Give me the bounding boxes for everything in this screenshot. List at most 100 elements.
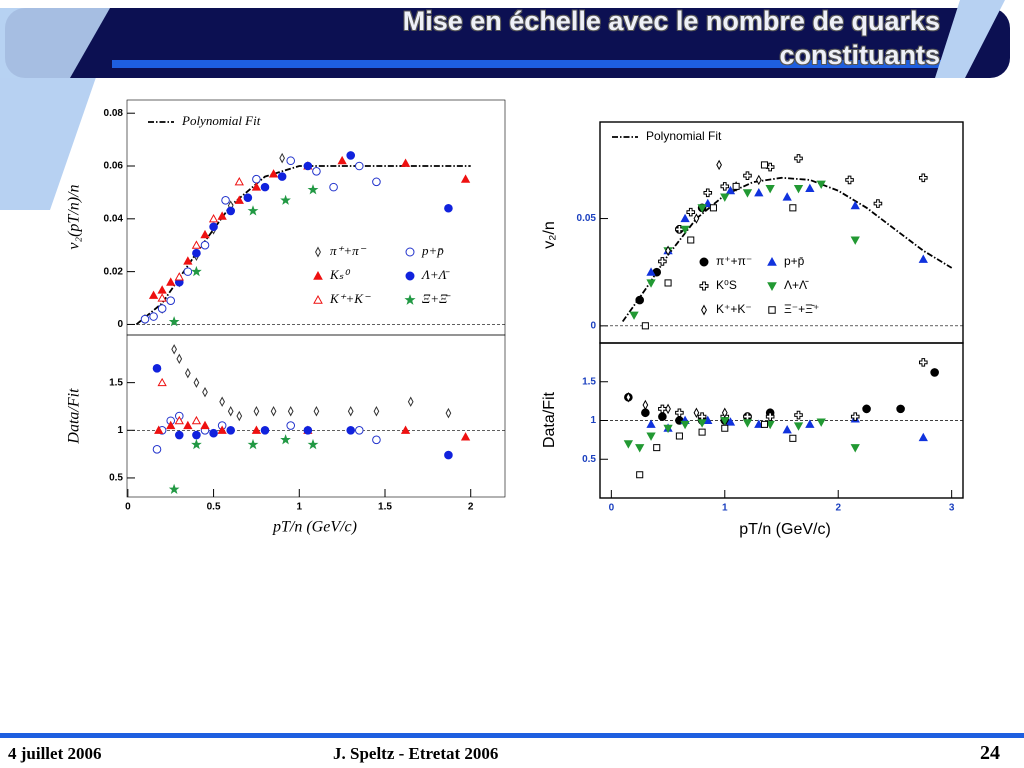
x-tick-label: 0	[125, 502, 131, 513]
data-point	[646, 432, 656, 441]
data-point	[850, 200, 860, 210]
data-point	[168, 316, 180, 327]
data-point	[445, 407, 452, 419]
data-point	[760, 161, 769, 169]
data-point	[793, 422, 804, 431]
data-point	[789, 434, 797, 442]
data-point	[765, 184, 775, 194]
x-tick-label: 1.5	[378, 502, 392, 513]
legend-marker	[405, 247, 415, 257]
data-point	[286, 156, 296, 166]
data-point	[732, 182, 740, 190]
data-point	[247, 205, 259, 216]
data-point	[625, 392, 632, 403]
data-point	[154, 425, 164, 434]
legend-label: Λ+Λ̄	[420, 267, 450, 282]
data-point	[346, 151, 356, 160]
legend-marker	[768, 306, 776, 314]
data-point	[191, 265, 202, 277]
data-point	[191, 438, 202, 450]
data-point	[280, 194, 291, 205]
data-point	[227, 406, 234, 417]
data-point	[697, 204, 707, 213]
data-point	[176, 353, 183, 365]
data-point	[635, 444, 645, 453]
legend-marker	[767, 282, 777, 292]
data-point	[646, 279, 656, 288]
data-point	[693, 213, 700, 224]
y-tick-label: 0.04	[104, 213, 124, 224]
data-point	[725, 185, 736, 195]
data-point	[200, 229, 210, 239]
data-point	[168, 483, 180, 495]
y-tick-label: 1.5	[109, 377, 123, 388]
data-point	[270, 406, 277, 417]
data-point	[721, 407, 728, 418]
data-point	[337, 155, 347, 165]
y-tick-label: 0.5	[582, 454, 596, 465]
data-point	[653, 444, 661, 452]
data-point	[166, 277, 176, 286]
data-point	[782, 424, 792, 434]
data-point	[347, 406, 354, 417]
data-point	[896, 404, 905, 414]
data-point	[243, 193, 253, 202]
data-point	[641, 408, 650, 418]
x-tick-label: 0	[609, 503, 615, 514]
data-point	[742, 419, 753, 428]
data-point	[217, 211, 227, 220]
plot-frame	[126, 334, 506, 498]
legend-marker	[404, 294, 416, 305]
data-point	[703, 188, 713, 198]
data-point	[166, 296, 176, 305]
data-point	[209, 428, 218, 438]
data-point	[805, 183, 815, 193]
data-point	[208, 213, 219, 223]
data-point	[658, 404, 667, 414]
data-point	[183, 267, 193, 276]
data-point	[693, 407, 700, 418]
data-point	[665, 403, 671, 415]
data-point	[268, 169, 279, 178]
data-point	[185, 367, 191, 379]
x-tick-label: 2	[468, 502, 474, 513]
y-tick-label: 1.5	[582, 376, 596, 387]
data-point	[697, 419, 707, 428]
data-point	[845, 175, 854, 185]
data-point	[157, 304, 167, 313]
data-point	[765, 420, 775, 430]
legend-label: Ξ⁻+Ξ̄⁺	[784, 302, 819, 316]
data-point	[680, 213, 690, 223]
data-point	[873, 199, 883, 208]
data-point	[152, 445, 162, 454]
data-point	[260, 426, 270, 435]
legend-marker	[313, 270, 323, 280]
data-point	[918, 173, 928, 183]
data-point	[251, 425, 262, 434]
y-tick-label: 0	[117, 319, 123, 330]
data-point	[720, 182, 730, 191]
data-point	[646, 267, 656, 276]
data-point	[152, 364, 162, 373]
data-point	[307, 438, 319, 450]
data-point	[217, 425, 227, 434]
data-point	[174, 415, 184, 425]
data-point	[221, 196, 230, 205]
data-point	[720, 193, 730, 202]
legend-label: p+p̄	[784, 254, 805, 268]
data-point	[636, 471, 644, 479]
data-point	[642, 399, 649, 411]
data-point	[280, 434, 291, 445]
data-point	[760, 420, 769, 428]
data-point	[850, 412, 860, 421]
data-point	[742, 189, 753, 198]
data-point	[174, 430, 184, 440]
x-tick-label: 0.5	[207, 502, 221, 513]
data-point	[191, 415, 202, 425]
data-point	[148, 290, 159, 299]
data-point	[460, 174, 471, 183]
data-point	[658, 257, 667, 266]
data-point	[260, 182, 270, 192]
data-point	[251, 182, 262, 191]
y-tick-label: 0.5	[109, 473, 123, 484]
